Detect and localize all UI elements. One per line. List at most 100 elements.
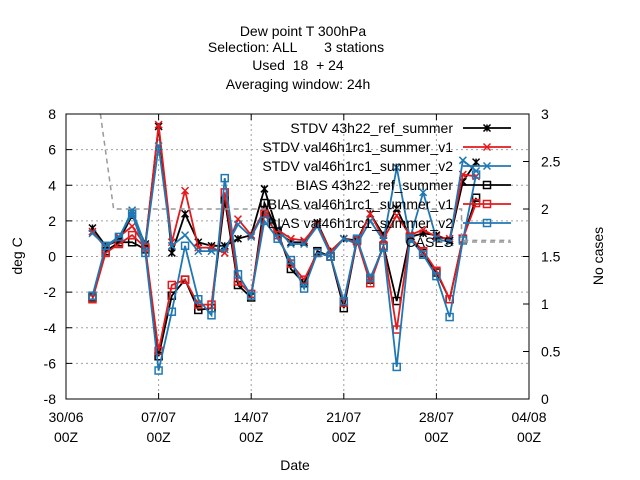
data-point [313,222,322,231]
data-point [181,209,190,218]
data-point [419,188,428,197]
x-axis-label: Date [280,457,310,473]
data-point [313,220,322,229]
data-point [207,311,216,320]
legend-label: STDV val46h1rc1_summer_v1 [262,139,453,155]
y2-axis-label: No cases [590,227,606,285]
data-point [167,280,177,290]
data-point [194,305,203,315]
data-point [154,142,163,151]
data-point [326,252,335,261]
data-point [286,255,296,265]
x-tick-label: 00Z [54,429,79,445]
chart-title: Dew point T 300hPa Selection: ALL 3 stat… [208,23,384,92]
data-point [471,170,481,179]
legend-marker [482,161,492,171]
data-point [392,362,401,372]
data-point [220,245,229,254]
x-tick-label: 21/07 [326,409,361,425]
legend-label: STDV val46h1rc1_summer_v2 [262,158,453,174]
plot-frame [65,113,530,400]
data-point [299,284,309,293]
series-5 [88,170,481,375]
data-point [194,243,203,252]
x-tick-label: 00Z [517,429,542,445]
data-point [167,307,177,316]
data-point [114,232,124,242]
x-tick-label: 30/06 [48,409,83,425]
legend: STDV 43h22_ref_summer STDV val46h1rc1_sum… [262,120,511,250]
data-point [286,240,295,249]
series-line [91,145,477,257]
data-point [432,271,441,281]
data-point [101,241,110,251]
data-point [339,296,349,306]
y2-tick-label: 3 [541,106,549,122]
title-line: Used 18 + 24 [252,57,344,73]
y-axis-label: deg C [9,237,25,274]
data-point [405,234,415,243]
data-point [220,248,229,257]
data-point [300,236,309,245]
title-line: Dew point T 300hPa [240,23,367,39]
y2-tick-label: 1.5 [541,249,561,265]
data-point [88,291,97,300]
data-point [419,225,428,234]
data-point [128,222,137,231]
data-point [180,241,190,251]
data-point [260,198,269,208]
data-point [260,184,269,193]
y-tick-label: -6 [44,355,57,371]
x-tick-label: 07/07 [141,409,176,425]
y-tick-label: -4 [44,320,57,336]
data-point [366,273,375,283]
data-point [392,211,401,220]
data-point [432,234,441,243]
legend-marker [482,142,492,152]
data-point [458,156,467,165]
legend-marker [482,180,492,190]
data-point [313,248,322,258]
data-point [141,248,150,258]
data-point [181,186,190,195]
legend-label: BIAS val46h1rc1_summer_v1 [268,196,453,212]
y-tick-label: 0 [48,249,56,265]
data-point [273,234,282,243]
data-point [445,312,454,322]
data-point [154,366,163,375]
data-point [300,240,309,249]
legend-label: STDV 43h22_ref_summer [290,120,453,136]
data-point [207,243,216,252]
y-tick-label: 8 [48,106,56,122]
data-point [260,216,269,226]
data-point [127,230,137,240]
data-point [220,173,229,183]
y2-tick-label: 0.5 [541,344,561,360]
data-point [352,234,362,243]
y-tick-label: 2 [48,213,56,229]
data-point [167,241,176,250]
legend-label: BIAS val46h1rc1_summer_v2 [268,215,453,231]
data-point [379,243,388,252]
data-point [154,120,163,129]
data-point [233,270,243,279]
data-point [418,250,428,259]
data-point [366,216,375,225]
legend-label: CASES [406,234,453,250]
data-point [339,234,348,243]
data-point [194,295,203,304]
data-point [127,209,137,218]
x-tick-label: 28/07 [419,409,454,425]
y2-tick-label: 0 [541,391,549,407]
y2-tick-label: 2 [541,201,549,217]
y-tick-label: -2 [44,284,57,300]
data-point [207,247,216,256]
axis-ticks: -8 -6 -4 -2 0 2 4 6 8 0 0.5 1 1.5 2 2.5 3 30/06 00Z 07/07 0… [44,106,561,445]
data-point [246,291,256,300]
series-line [99,113,511,242]
y2-tick-label: 2.5 [541,154,561,170]
y2-tick-label: 1 [541,296,549,312]
data-point [366,209,375,218]
data-point [181,231,190,240]
